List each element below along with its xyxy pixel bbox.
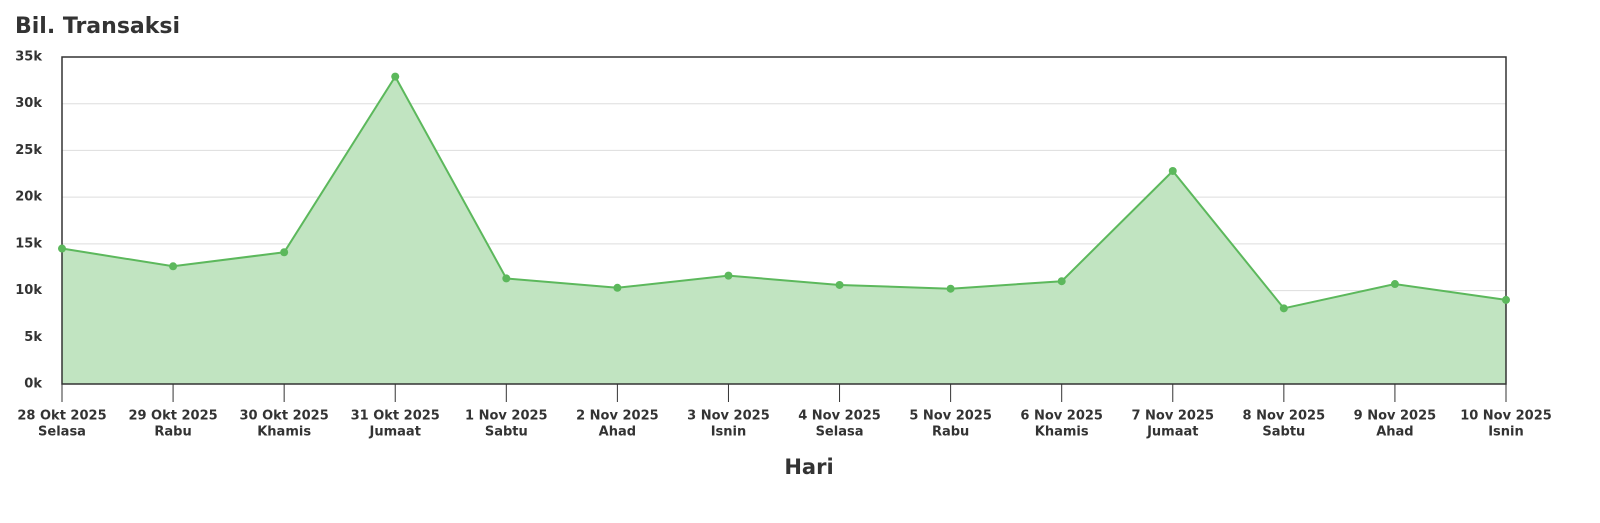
point xyxy=(391,72,400,81)
point xyxy=(835,280,844,289)
area xyxy=(62,76,1506,385)
y-tick-label: 5k xyxy=(24,330,42,345)
plot-frame xyxy=(61,56,1507,385)
x-tick-label: 7 Nov 2025 xyxy=(1131,409,1214,424)
point xyxy=(502,274,511,283)
point xyxy=(946,284,955,293)
x-tick-label: Isnin xyxy=(1488,425,1524,440)
x-tick-label: Jumaat xyxy=(1146,425,1198,440)
point xyxy=(169,262,178,271)
point xyxy=(724,271,733,280)
x-tick-label: 29 Okt 2025 xyxy=(128,409,217,424)
y-tick-label: 0k xyxy=(24,377,42,392)
point xyxy=(613,283,622,292)
point xyxy=(1390,280,1399,289)
x-tick-label: 10 Nov 2025 xyxy=(1460,409,1552,424)
x-tick-label: 2 Nov 2025 xyxy=(576,409,659,424)
x-tick-label: 3 Nov 2025 xyxy=(687,409,770,424)
chart-title: Bil. Transaksi xyxy=(15,14,180,39)
x-axis-title: Hari xyxy=(784,455,833,479)
x-tick-label: Ahad xyxy=(1376,425,1413,440)
x-tick-label: 6 Nov 2025 xyxy=(1020,409,1103,424)
x-tick-label: 30 Okt 2025 xyxy=(240,409,329,424)
line xyxy=(61,74,1507,310)
x-tick-label: 1 Nov 2025 xyxy=(465,409,548,424)
y-tick-label: 20k xyxy=(15,190,42,205)
x-tick-label: Selasa xyxy=(816,425,864,440)
x-tick-label: 31 Okt 2025 xyxy=(351,409,440,424)
y-tick-label: 30k xyxy=(15,96,42,111)
point xyxy=(1168,166,1177,175)
x-tick-label: 5 Nov 2025 xyxy=(909,409,992,424)
point xyxy=(280,248,289,257)
y-tick-label: 15k xyxy=(15,236,42,251)
x-tick-label: 28 Okt 2025 xyxy=(17,409,106,424)
x-tick-label: Sabtu xyxy=(1262,425,1305,440)
x-tick-label: Rabu xyxy=(154,425,191,440)
x-tick-label: Ahad xyxy=(599,425,636,440)
point xyxy=(1057,277,1066,286)
x-tick-label: 9 Nov 2025 xyxy=(1354,409,1437,424)
x-tick-label: Rabu xyxy=(932,425,969,440)
y-tick-label: 25k xyxy=(15,143,42,158)
point xyxy=(58,244,66,253)
point xyxy=(1502,295,1510,304)
x-tick-label: Khamis xyxy=(1035,425,1089,440)
y-tick-label: 35k xyxy=(15,50,42,65)
y-tick-label: 10k xyxy=(15,283,42,298)
x-tick-label: 4 Nov 2025 xyxy=(798,409,881,424)
x-tick-label: 8 Nov 2025 xyxy=(1243,409,1326,424)
x-tick-label: Selasa xyxy=(38,425,86,440)
x-tick-label: Isnin xyxy=(711,425,747,440)
point xyxy=(1279,304,1288,313)
x-tick-label: Jumaat xyxy=(369,425,421,440)
x-tick-label: Sabtu xyxy=(485,425,528,440)
x-tick-label: Khamis xyxy=(257,425,311,440)
